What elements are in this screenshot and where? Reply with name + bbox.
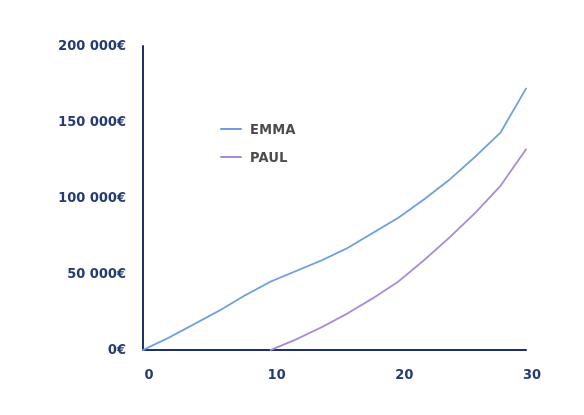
y-tick-label: 200 000€ — [58, 39, 126, 54]
legend: EMMA PAUL — [220, 123, 296, 166]
series-lines — [142, 87, 527, 351]
series-line-emma — [142, 87, 527, 351]
y-axis: 0€ 50 000€ 100 000€ 150 000€ 200 000€ — [58, 39, 144, 358]
y-tick-label: 50 000€ — [67, 267, 126, 282]
y-tick-label: 150 000€ — [58, 115, 126, 130]
x-tick-label: 30 — [523, 368, 541, 383]
x-tick-label: 10 — [268, 368, 286, 383]
x-tick-label: 0 — [144, 368, 153, 383]
series-line-paul — [269, 148, 527, 351]
x-tick-label: 20 — [395, 368, 413, 383]
y-tick-label: 100 000€ — [58, 191, 126, 206]
x-axis: 0 10 20 30 — [142, 349, 541, 383]
legend-label-paul: PAUL — [250, 151, 288, 166]
legend-label-emma: EMMA — [250, 123, 296, 138]
y-tick-label: 0€ — [108, 343, 126, 358]
